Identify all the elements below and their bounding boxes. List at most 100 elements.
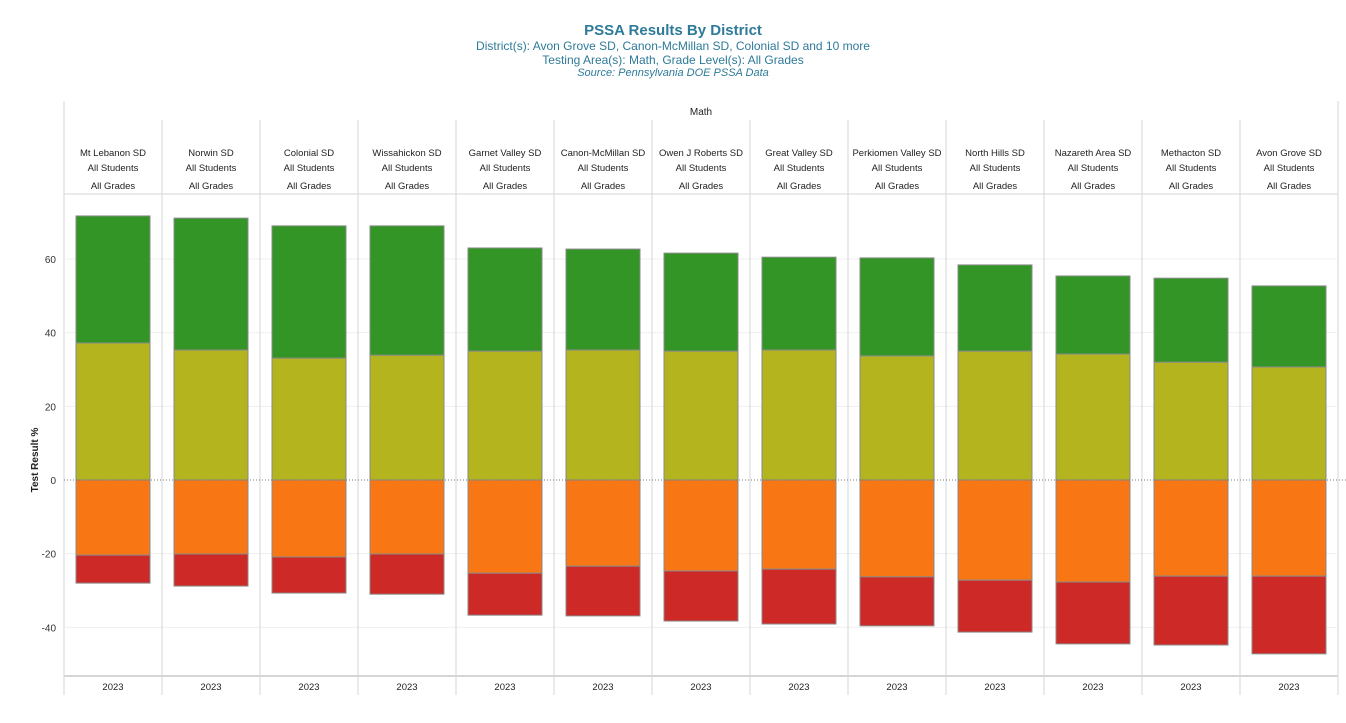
bar-segment (271, 479, 347, 558)
district-label: Wissahickon SD (372, 148, 441, 159)
year-label: 2023 (494, 682, 515, 693)
bar-segment (1251, 366, 1327, 481)
district-label: Colonial SD (284, 148, 334, 159)
bar-segment (761, 349, 837, 481)
districts-subtitle: District(s): Avon Grove SD, Canon-McMill… (476, 39, 870, 53)
bar-segment (173, 553, 249, 587)
bar-segment (859, 479, 935, 578)
grade-label: All Grades (679, 181, 724, 192)
bar-segment (369, 225, 445, 356)
district-label: Great Valley SD (765, 148, 833, 159)
bar-segment (663, 350, 739, 481)
y-axis-label: Test Result % (30, 427, 41, 492)
district-label: Nazareth Area SD (1055, 148, 1132, 159)
group-label: All Students (774, 163, 825, 174)
bar-segment (761, 568, 837, 625)
bar-segment (859, 257, 935, 357)
year-label: 2023 (396, 682, 417, 693)
district-label: Mt Lebanon SD (80, 148, 146, 159)
grade-label: All Grades (1071, 181, 1116, 192)
bar-segment (173, 217, 249, 351)
bar-segment (663, 252, 739, 352)
group-label: All Students (1264, 163, 1315, 174)
bar-segment (957, 579, 1033, 633)
bar-segment (75, 342, 151, 481)
bar-segment (1251, 285, 1327, 368)
year-label: 2023 (200, 682, 221, 693)
bar-segment (271, 357, 347, 481)
bar-segment (1153, 479, 1229, 577)
grade-label: All Grades (385, 181, 430, 192)
group-label: All Students (1068, 163, 1119, 174)
year-label: 2023 (102, 682, 123, 693)
group-label: All Students (284, 163, 335, 174)
bar-segment (1055, 479, 1131, 583)
grade-label: All Grades (875, 181, 920, 192)
bar-segment (75, 479, 151, 556)
district-label: North Hills SD (965, 148, 1025, 159)
group-label: All Students (480, 163, 531, 174)
y-tick-label: 60 (45, 255, 57, 266)
group-label: All Students (872, 163, 923, 174)
y-tick-label: -40 (42, 623, 57, 634)
bar-segment (957, 264, 1033, 352)
bar-segment (565, 565, 641, 617)
bar-segment (467, 350, 543, 481)
y-tick-label: -20 (42, 550, 57, 561)
bar-segment (663, 479, 739, 572)
bar-segment (1251, 575, 1327, 655)
year-label: 2023 (788, 682, 809, 693)
grade-label: All Grades (483, 181, 528, 192)
y-tick-label: 40 (45, 329, 57, 340)
grade-label: All Grades (189, 181, 234, 192)
bar-segment (1055, 275, 1131, 355)
group-label: All Students (382, 163, 433, 174)
grade-label: All Grades (1169, 181, 1214, 192)
group-label: All Students (578, 163, 629, 174)
bar-segment (957, 479, 1033, 581)
bar-segment (957, 350, 1033, 481)
bar-segment (859, 576, 935, 627)
year-label: 2023 (690, 682, 711, 693)
testing-subtitle: Testing Area(s): Math, Grade Level(s): A… (542, 52, 804, 67)
bar-segment (75, 215, 151, 344)
bar-segment (173, 479, 249, 555)
bar-segment (663, 570, 739, 622)
district-label: Methacton SD (1161, 148, 1221, 159)
grade-label: All Grades (1267, 181, 1312, 192)
bar-segment (1055, 581, 1131, 645)
group-label: All Students (676, 163, 727, 174)
bar-segment (761, 256, 837, 351)
bar-segment (1055, 353, 1131, 481)
district-label: Garnet Valley SD (469, 148, 542, 159)
bar-segment (1153, 277, 1229, 363)
year-label: 2023 (298, 682, 319, 693)
bar-segment (369, 553, 445, 595)
district-label: Canon-McMillan SD (561, 148, 646, 159)
district-label: Perkiomen Valley SD (852, 148, 941, 159)
bar-segment (1153, 361, 1229, 481)
source-subtitle: Source: Pennsylvania DOE PSSA Data (577, 67, 769, 79)
bar-segment (271, 556, 347, 594)
year-label: 2023 (886, 682, 907, 693)
bar-segment (271, 225, 347, 359)
bar-segment (565, 349, 641, 481)
bar-segment (467, 572, 543, 616)
bar-segment (1251, 479, 1327, 577)
column-header-math: Math (690, 107, 712, 118)
bar-segment (467, 247, 543, 352)
district-label: Owen J Roberts SD (659, 148, 743, 159)
year-label: 2023 (1180, 682, 1201, 693)
group-label: All Students (970, 163, 1021, 174)
year-label: 2023 (1082, 682, 1103, 693)
group-label: All Students (1166, 163, 1217, 174)
bar-segment (761, 479, 837, 570)
bar-segment (1153, 575, 1229, 646)
bar-segment (565, 248, 641, 351)
bar-segment (173, 349, 249, 481)
bar-segment (369, 354, 445, 481)
district-label: Avon Grove SD (1256, 148, 1322, 159)
year-label: 2023 (984, 682, 1005, 693)
year-label: 2023 (1278, 682, 1299, 693)
